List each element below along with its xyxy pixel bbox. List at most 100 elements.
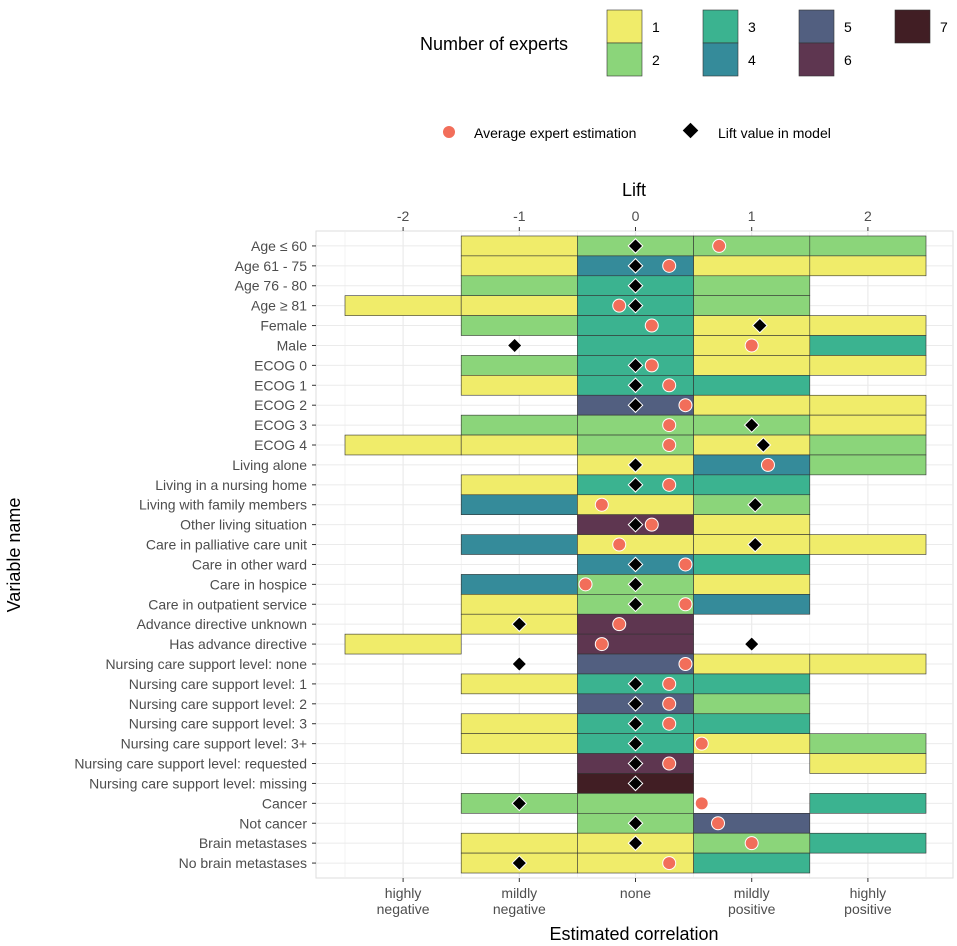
category-label-line: highly <box>385 885 422 901</box>
experts-legend-swatch <box>606 42 643 77</box>
average-estimation-marker <box>644 358 659 373</box>
lift-value-marker <box>743 417 760 434</box>
variable-label: ECOG 1 <box>254 377 307 393</box>
average-estimation-marker <box>662 696 677 711</box>
expert-count-tile <box>693 315 811 336</box>
variable-label: Nursing care support level: none <box>105 656 307 672</box>
expert-count-tile <box>809 394 927 416</box>
variable-label: Care in outpatient service <box>148 596 307 612</box>
variable-label: Living alone <box>232 457 307 473</box>
marker-legend: Average expert estimation Lift value in … <box>442 122 831 141</box>
expert-count-tile <box>693 733 811 754</box>
lift-value-marker <box>627 735 644 752</box>
top-axis-title: Lift <box>622 180 646 200</box>
variable-label: Brain metastases <box>199 835 307 851</box>
variable-label: Age ≥ 81 <box>251 298 307 314</box>
variable-label: Age 76 - 80 <box>235 278 308 294</box>
expert-count-tile <box>693 275 811 296</box>
average-estimation-marker <box>644 517 659 532</box>
variable-label: No brain metastases <box>179 855 307 871</box>
variable-label: Advance directive unknown <box>137 616 307 632</box>
lift-value-marker <box>627 675 644 692</box>
lift-value-marker <box>627 297 644 314</box>
average-estimation-marker <box>594 637 609 652</box>
lift-value-marker <box>747 496 764 513</box>
lift-value-marker <box>627 775 644 792</box>
expert-count-tile <box>693 554 811 575</box>
lift-value-marker <box>627 377 644 394</box>
average-estimation-marker <box>594 497 609 512</box>
category-label-line: mildly <box>734 885 770 901</box>
legend-avg-marker <box>442 125 456 139</box>
expert-count-tile <box>460 414 578 436</box>
category-label: mildly negative <box>493 885 546 917</box>
experts-legend-swatch <box>606 9 643 44</box>
expert-count-tile <box>460 275 578 296</box>
expert-count-tile <box>693 394 811 416</box>
expert-count-tile <box>460 474 578 496</box>
variable-label: Nursing care support level: 2 <box>129 696 307 712</box>
expert-count-tile <box>577 613 694 635</box>
expert-count-tile <box>809 733 927 754</box>
lift-value-marker <box>627 476 644 493</box>
expert-count-tile <box>809 315 927 336</box>
expert-count-tile <box>460 832 578 854</box>
lift-tick-label: 2 <box>864 208 872 224</box>
lift-value-marker <box>627 397 644 414</box>
expert-count-tile <box>809 335 927 356</box>
variable-label: Nursing care support level: 3 <box>129 716 307 732</box>
legend-lift-label: Lift value in model <box>718 125 831 141</box>
category-label: none <box>620 885 651 901</box>
variable-label: Care in other ward <box>192 556 307 572</box>
expert-count-tile <box>693 235 811 257</box>
legend-avg-label: Average expert estimation <box>474 125 636 141</box>
average-estimation-marker <box>662 756 677 771</box>
average-estimation-marker <box>644 318 659 333</box>
lift-value-marker <box>627 715 644 732</box>
expert-count-tile <box>809 434 927 456</box>
experts-legend-label: 3 <box>748 19 756 35</box>
expert-count-tile <box>809 255 927 277</box>
expert-count-tile <box>577 315 694 336</box>
lift-value-marker <box>506 337 523 354</box>
expert-count-tile <box>577 793 694 814</box>
expert-count-tile <box>693 514 811 535</box>
expert-count-tile <box>344 295 462 316</box>
expert-count-tile <box>344 434 462 456</box>
average-estimation-marker <box>744 338 759 353</box>
lift-value-marker <box>627 695 644 712</box>
lift-value-marker <box>511 656 528 672</box>
average-estimation-marker <box>678 557 693 572</box>
expert-count-tile <box>809 753 927 774</box>
expert-count-tile <box>460 235 578 257</box>
category-label-line: negative <box>493 901 546 917</box>
variable-label: ECOG 0 <box>254 357 307 373</box>
expert-count-tile <box>693 594 811 615</box>
variable-label: Living in a nursing home <box>155 477 307 493</box>
lift-value-marker <box>627 596 644 613</box>
experts-legend-swatch <box>702 9 739 44</box>
average-estimation-marker <box>711 816 726 831</box>
lift-tick-label: -1 <box>513 208 526 224</box>
experts-legend-label: 5 <box>844 19 852 35</box>
expert-count-tile <box>693 673 811 695</box>
expert-count-tile <box>809 534 927 555</box>
average-estimation-marker <box>662 856 677 871</box>
experts-legend-swatch <box>798 42 835 77</box>
expert-count-tile <box>460 494 578 515</box>
expert-count-tile <box>460 295 578 316</box>
legend-lift-marker <box>682 122 699 139</box>
variable-label: ECOG 3 <box>254 417 307 433</box>
variable-label: ECOG 2 <box>254 397 307 413</box>
average-estimation-marker <box>612 617 627 632</box>
expert-count-tile <box>693 375 811 396</box>
expert-count-tile <box>460 315 578 336</box>
expert-count-tile <box>460 434 578 456</box>
expert-count-tile <box>809 235 927 257</box>
category-label-line: mildly <box>501 885 537 901</box>
expert-count-tile <box>809 793 927 814</box>
lift-value-marker <box>743 636 760 652</box>
average-estimation-marker <box>662 477 677 492</box>
lift-value-marker <box>627 277 644 294</box>
expert-count-tile <box>460 574 578 595</box>
